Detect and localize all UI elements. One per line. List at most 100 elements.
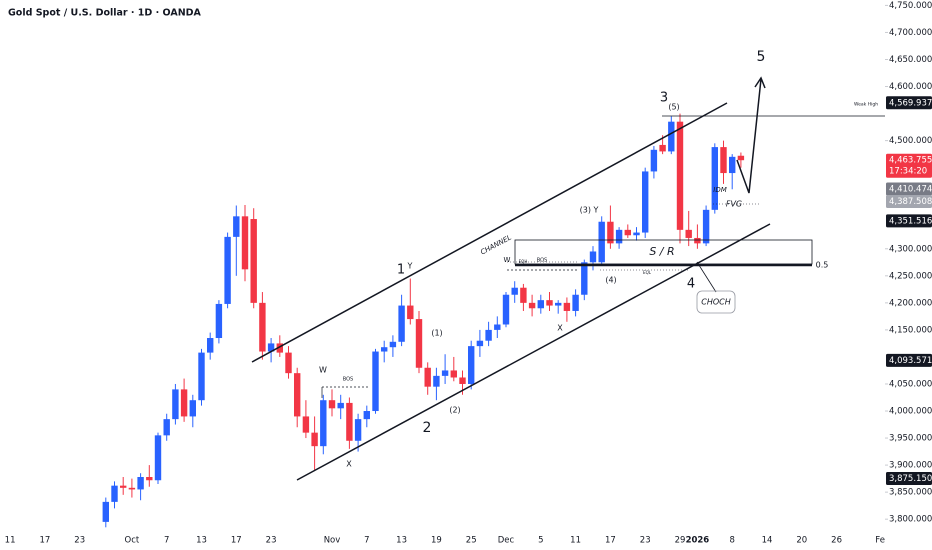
candle-body	[302, 416, 310, 433]
candle-body	[241, 216, 249, 270]
x-tick-label: 8	[729, 536, 734, 546]
candle-body	[198, 352, 205, 401]
choch-box	[696, 290, 736, 314]
candles	[102, 113, 745, 528]
candle-body	[520, 287, 527, 303]
candle-body	[537, 300, 544, 309]
wave-label: 2	[423, 420, 432, 436]
candle-body	[233, 216, 240, 237]
y-tick-label: 4,000.000	[889, 407, 932, 417]
y-tick-label: 4,150.000	[889, 325, 932, 335]
candle-body	[337, 402, 344, 409]
x-tick-label: 14	[762, 536, 773, 546]
candle-body	[180, 389, 188, 417]
price-tag-label: 4,463.755	[889, 156, 932, 166]
candle-body	[381, 347, 388, 352]
x-tick-label: Nov	[324, 536, 341, 546]
choch-label: CHOCH	[701, 298, 731, 307]
x-tick-label: 23	[266, 536, 277, 546]
price-tag	[886, 153, 932, 178]
candle-body	[737, 155, 745, 161]
x-tick-label: 7	[364, 536, 369, 546]
candle-body	[250, 219, 257, 303]
candle-body	[729, 156, 736, 174]
candle-body	[128, 487, 136, 490]
y-tick-label: 3,950.000	[889, 434, 932, 444]
projection-arrow	[736, 78, 762, 194]
y-tick-label: 4,600.000	[889, 82, 932, 92]
candle-body	[702, 209, 710, 244]
x-tick-label: 7	[164, 536, 169, 546]
price-tag-label: 4,569.937	[889, 98, 932, 108]
wave-label: (1)	[431, 329, 442, 338]
bos-label: BOS	[343, 377, 353, 383]
bos-label: BOS	[537, 258, 547, 264]
candle-body	[433, 375, 440, 387]
x-tick-label: Fe	[875, 536, 885, 546]
y-tick-label: 4,200.000	[889, 298, 932, 308]
price-tag	[886, 353, 932, 367]
wave-label: Y	[407, 262, 413, 271]
candle-body	[207, 338, 214, 353]
fvg-label: FVG	[726, 200, 742, 209]
y-tick-label: 4,650.000	[889, 55, 932, 65]
price-tag	[886, 194, 932, 208]
arrow-head	[754, 76, 766, 89]
candle-body	[111, 485, 118, 502]
channel-upper	[251, 102, 728, 363]
candle-body	[615, 229, 623, 244]
candle-body	[633, 232, 640, 236]
candle-body	[372, 351, 379, 412]
wave-label: 5	[757, 49, 766, 65]
wave-label: (2)	[449, 406, 460, 415]
candle-body	[598, 221, 605, 263]
price-axis-bg	[885, 0, 932, 550]
x-tick-label: 29	[675, 536, 686, 546]
eqh-label: EQH	[519, 259, 528, 264]
candle-body	[154, 435, 162, 481]
candle-body	[694, 237, 701, 244]
candle-body	[502, 294, 510, 325]
x-tick-label: 19	[431, 536, 442, 546]
candle-body	[102, 501, 109, 522]
choch-pointer	[696, 261, 717, 293]
candle-body	[668, 121, 675, 152]
candle-body	[528, 302, 536, 309]
x-tick-label: 11	[570, 536, 581, 546]
price-tag	[886, 182, 932, 196]
price-tag-label: 4,410.474	[889, 185, 932, 195]
x-tick-label: 17	[605, 536, 616, 546]
price-tag-countdown: 17:34:20	[889, 167, 927, 177]
candle-body	[659, 144, 666, 152]
candle-body	[328, 400, 336, 409]
wave-label: (4)	[605, 276, 616, 285]
x-tick-label: Dec	[498, 536, 515, 546]
drawings	[251, 76, 885, 481]
candle-body	[276, 343, 283, 353]
y-tick-label: 3,900.000	[889, 461, 932, 471]
candle-body	[294, 373, 301, 417]
x-tick-label: 13	[396, 536, 407, 546]
candle-body	[459, 377, 466, 384]
candle-body	[650, 149, 658, 172]
wave-label: 3	[660, 91, 668, 106]
candle-body	[320, 400, 327, 447]
candle-body	[494, 324, 501, 330]
candle-body	[354, 419, 362, 441]
wave-label: X	[346, 460, 352, 469]
candle-body	[720, 147, 727, 174]
candle-body	[563, 302, 571, 311]
x-tick-label: 26	[831, 536, 842, 546]
sr-label: S / R	[649, 245, 674, 258]
y-tick-label: 4,050.000	[889, 379, 932, 389]
candle-body	[407, 305, 414, 320]
wave-label: 1	[397, 263, 405, 278]
x-tick-label: 23	[74, 536, 85, 546]
candle-body	[511, 287, 518, 295]
price-tag	[886, 96, 932, 110]
weak-high-label: Weak High	[854, 102, 878, 108]
price-tag-label: 4,351.516	[889, 216, 932, 226]
candle-body	[311, 432, 318, 447]
candle-body	[468, 346, 475, 384]
